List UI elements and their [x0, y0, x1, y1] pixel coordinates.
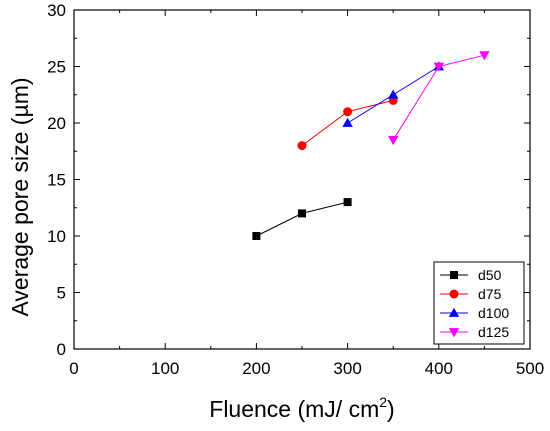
data-point-d75 — [343, 107, 353, 117]
legend-item-d75: d75 — [440, 286, 502, 302]
y-tick-label: 0 — [57, 340, 66, 359]
y-tick-label: 5 — [57, 284, 66, 303]
legend-marker — [449, 289, 459, 299]
legend-box — [433, 261, 525, 345]
data-point-d125 — [388, 136, 399, 146]
legend-marker — [448, 328, 460, 338]
x-tick-label: 500 — [516, 359, 544, 378]
tick-labels: 0 100 200 300 400 500 0 5 10 15 20 25 30 — [47, 1, 544, 378]
x-axis-label-superscript: 2 — [379, 394, 387, 410]
legend-marker — [450, 271, 458, 279]
data-point-d75 — [297, 141, 307, 151]
legend: d50 d75 d100 d125 — [433, 261, 525, 345]
y-tick-label: 25 — [47, 58, 66, 77]
legend-label: d75 — [478, 286, 502, 302]
series-layer — [252, 51, 490, 240]
y-tick-label: 15 — [47, 171, 66, 190]
x-tick-label: 400 — [425, 359, 453, 378]
legend-label: d125 — [478, 324, 509, 340]
data-point-d125 — [479, 51, 490, 61]
series-d125 — [388, 51, 490, 146]
data-point-d125 — [433, 62, 444, 72]
y-tick-label: 30 — [47, 1, 66, 20]
legend-item-d125: d125 — [440, 324, 509, 340]
legend-label: d50 — [478, 267, 502, 283]
series-line-d50 — [256, 201, 348, 237]
legend-label: d100 — [478, 305, 509, 321]
data-point-d100 — [342, 117, 353, 127]
axis-ticks — [73, 9, 531, 350]
legend-item-d50: d50 — [440, 267, 502, 283]
x-axis-label: Fluence (mJ/ cm2) — [209, 394, 394, 422]
x-axis-label-close: ) — [387, 396, 395, 422]
x-axis-label-main: Fluence (mJ/ cm — [209, 396, 379, 422]
x-tick-label: 100 — [151, 359, 179, 378]
y-tick-label: 20 — [47, 114, 66, 133]
data-point-d50 — [343, 198, 352, 207]
data-point-d50 — [298, 209, 306, 218]
series-d50 — [252, 198, 352, 240]
legend-item-d100: d100 — [440, 305, 509, 321]
data-point-d100 — [388, 89, 399, 99]
legend-marker — [448, 307, 460, 317]
x-tick-label: 0 — [69, 359, 78, 378]
x-tick-label: 200 — [242, 359, 270, 378]
y-axis-label: Average pore size (µm) — [7, 77, 33, 316]
data-point-d50 — [252, 232, 261, 240]
y-tick-label: 10 — [47, 227, 66, 246]
series-d100 — [342, 61, 444, 127]
x-tick-label: 300 — [333, 359, 361, 378]
